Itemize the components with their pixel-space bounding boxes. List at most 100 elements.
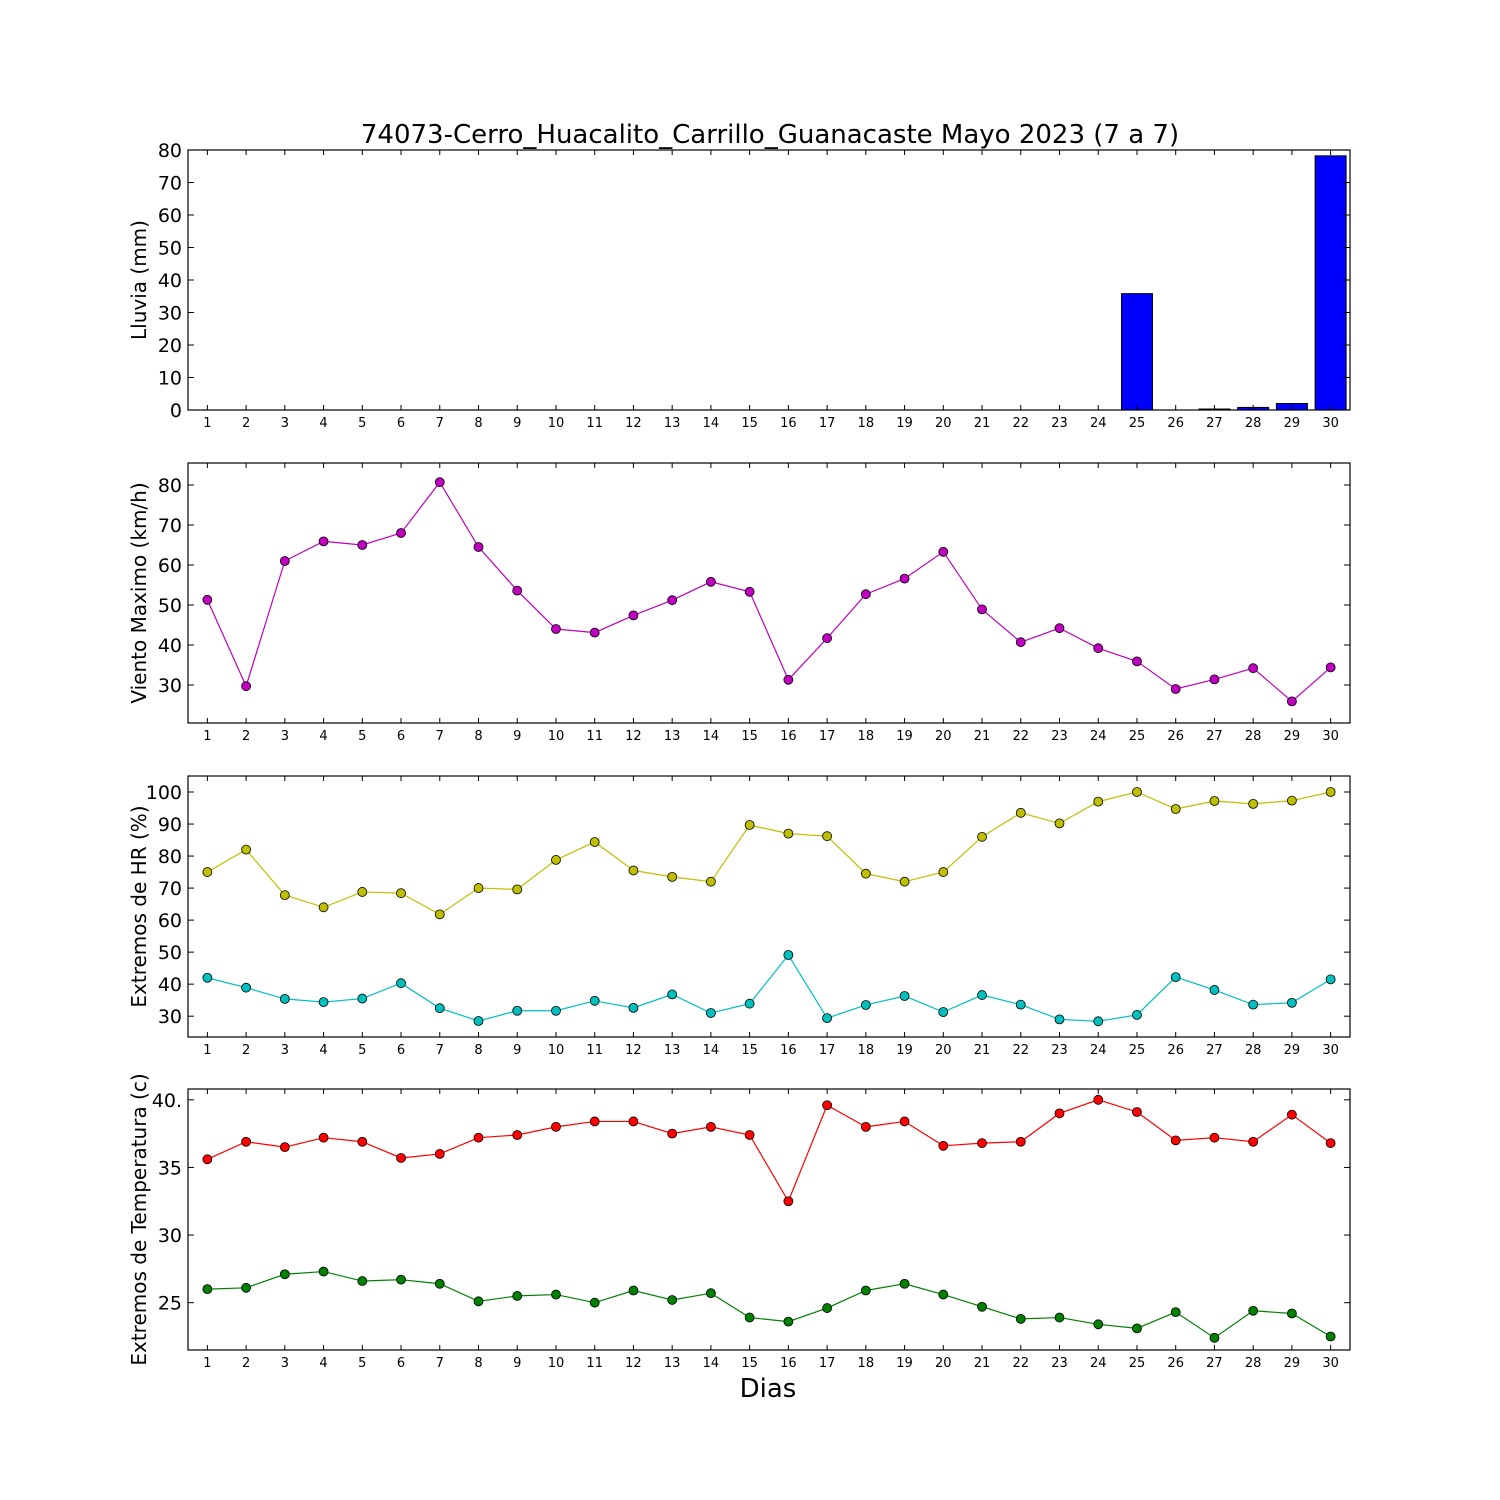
temp-max-point <box>589 1116 600 1127</box>
temperature-xtick-label: 22 <box>1012 1356 1029 1371</box>
temperature-xtick-label: 16 <box>780 1356 797 1371</box>
temp-max-point <box>396 1153 406 1163</box>
humidity-min-point <box>279 993 290 1004</box>
humidity-y-axis-label: Extremos de HR (%) <box>127 805 151 1007</box>
wind-max-point <box>1015 637 1026 648</box>
temp-max-point <box>512 1130 523 1140</box>
wind-ytick-label: 50 <box>158 595 182 617</box>
temp-min-point <box>473 1296 484 1307</box>
wind-xtick-label: 20 <box>935 729 952 744</box>
temp-max-point <box>977 1138 987 1148</box>
humidity-max-point <box>357 887 368 897</box>
temperature-xtick-label: 23 <box>1051 1356 1068 1371</box>
temperature-xtick-label: 18 <box>858 1356 875 1371</box>
humidity-xtick-label: 4 <box>319 1043 327 1058</box>
temp-max-point <box>1015 1136 1026 1147</box>
temp-min-line <box>207 1270 1331 1339</box>
wind-ytick-label: 80 <box>158 475 182 497</box>
wind-max-point <box>1248 663 1259 674</box>
humidity-min-point <box>977 990 987 1000</box>
wind-xtick-label: 17 <box>819 729 836 744</box>
humidity-max-line <box>207 791 1331 916</box>
wind-ytick-label: 40 <box>158 635 182 657</box>
wind-max-point <box>318 536 329 547</box>
temp-max-point <box>899 1116 910 1127</box>
wind-max-point <box>473 542 484 552</box>
humidity-min-point <box>783 950 794 960</box>
humidity-max-point <box>241 844 252 855</box>
temperature-y-axis-label: Extremos de Temperatura (c) <box>127 1073 151 1365</box>
humidity-min-point <box>1248 999 1259 1010</box>
temperature-xtick-label: 15 <box>741 1356 758 1371</box>
temperature-xtick-label: 14 <box>703 1356 720 1371</box>
humidity-xtick-label: 24 <box>1090 1043 1107 1058</box>
rain-xtick-label: 17 <box>819 416 836 431</box>
wind-xtick-label: 19 <box>896 729 913 744</box>
humidity-max-point <box>279 890 290 901</box>
temp-min-point <box>1015 1313 1026 1324</box>
humidity-xtick-label: 2 <box>242 1043 250 1058</box>
humidity-xtick-label: 10 <box>548 1043 565 1058</box>
temp-min-point <box>860 1285 871 1296</box>
wind-xtick-label: 13 <box>664 729 681 744</box>
temp-max-point <box>860 1121 871 1132</box>
humidity-min-point <box>860 1000 871 1010</box>
humidity-max-point <box>783 828 794 839</box>
rain-y-axis-label: Lluvia (mm) <box>127 220 151 340</box>
rain-xtick-label: 24 <box>1090 416 1107 431</box>
temperature-xtick-label: 20 <box>935 1356 952 1371</box>
wind-max-point <box>241 681 252 692</box>
humidity-max-point <box>1015 807 1026 818</box>
temp-max-point <box>1093 1094 1104 1105</box>
temp-min-point <box>396 1274 406 1285</box>
humidity-ytick-label: 90 <box>158 814 182 836</box>
humidity-max-point <box>1054 818 1065 829</box>
humidity-max-point <box>318 902 329 913</box>
wind-xtick-label: 27 <box>1206 729 1223 744</box>
rain-bar <box>1120 293 1153 411</box>
wind-max-point <box>860 589 871 600</box>
temperature-xtick-label: 9 <box>513 1356 521 1371</box>
temp-min-point <box>1054 1312 1065 1323</box>
wind-xtick-label: 15 <box>741 729 758 744</box>
temp-max-point <box>628 1116 639 1127</box>
humidity-min-point <box>434 1003 445 1014</box>
humidity-max-point <box>1287 795 1297 806</box>
humidity-min-point <box>938 1007 949 1017</box>
wind-max-point <box>1054 623 1065 634</box>
temp-max-point <box>241 1136 252 1147</box>
humidity-max-point <box>977 831 987 842</box>
wind-max-point <box>396 528 406 538</box>
temp-max-point <box>551 1121 561 1132</box>
temp-min-point <box>1093 1319 1104 1330</box>
temp-max-point <box>1325 1138 1336 1148</box>
humidity-xtick-label: 29 <box>1284 1043 1301 1058</box>
temperature-xtick-label: 17 <box>819 1356 836 1371</box>
wind-ytick-label: 60 <box>158 555 182 577</box>
humidity-min-point <box>512 1005 523 1016</box>
rain-xtick-label: 8 <box>474 416 482 431</box>
rain-ytick-label: 80 <box>158 140 182 162</box>
temp-min-point <box>744 1312 755 1323</box>
rain-xtick-label: 4 <box>319 416 327 431</box>
humidity-min-point <box>473 1016 484 1026</box>
wind-xtick-label: 29 <box>1284 729 1301 744</box>
humidity-xtick-label: 6 <box>397 1043 405 1058</box>
humidity-min-point <box>318 997 329 1007</box>
humidity-max-point <box>1093 796 1104 807</box>
wind-max-point <box>822 633 832 644</box>
humidity-min-point <box>589 995 600 1006</box>
humidity-min-point <box>667 989 678 1000</box>
humidity-min-point <box>899 991 910 1001</box>
temp-max-point <box>1054 1108 1065 1119</box>
temperature-xtick-label: 7 <box>436 1356 444 1371</box>
temp-max-line <box>207 1099 1331 1203</box>
wind-xtick-label: 28 <box>1245 729 1262 744</box>
temperature-ytick-label: 25 <box>158 1293 182 1315</box>
temp-max-point <box>357 1136 368 1147</box>
rain-xtick-label: 30 <box>1322 416 1339 431</box>
temp-min-point <box>899 1278 910 1289</box>
